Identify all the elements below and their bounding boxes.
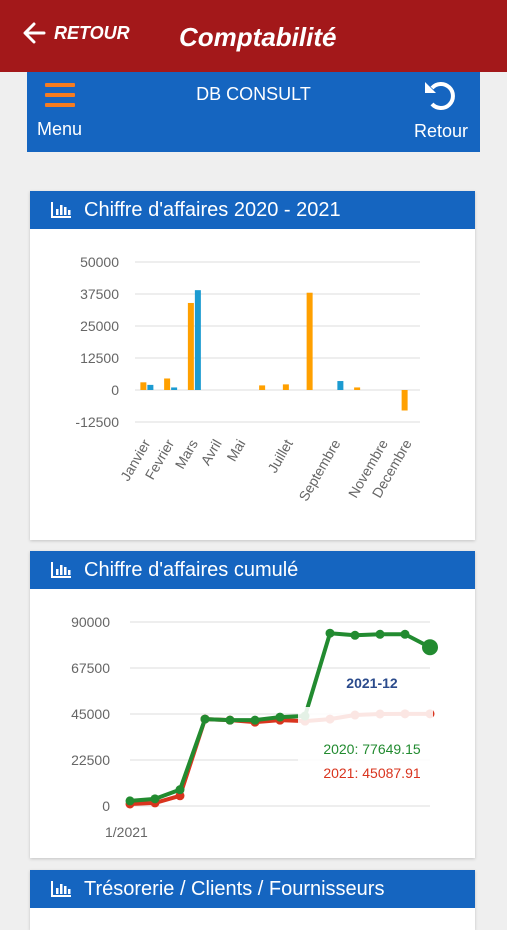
y-tick-label: 0 <box>111 382 119 398</box>
y-tick-label: 45000 <box>71 706 110 722</box>
data-point <box>225 715 235 725</box>
undo-icon <box>424 82 455 110</box>
data-point <box>275 712 285 722</box>
cumulative-line-chart: 90000 67500 45000 22500 0 1/2021 2021-12 2020: … <box>71 614 438 840</box>
hamburger-menu-icon <box>44 83 75 107</box>
tooltip-title: 2021-12 <box>346 675 398 691</box>
bar <box>401 390 408 411</box>
retour-button[interactable]: Retour <box>414 78 468 142</box>
bar-chart-icon <box>50 201 72 219</box>
company-name: DB CONSULT <box>196 84 311 104</box>
page-title: Comptabilité <box>179 22 337 52</box>
x-tick-label: 1/2021 <box>105 824 148 840</box>
company-toolbar: Menu DB CONSULT Retour <box>27 72 480 152</box>
bar <box>147 384 154 390</box>
card-header: Chiffre d'affaires cumulé <box>30 551 475 589</box>
bar <box>164 378 171 390</box>
menu-label: Menu <box>37 119 83 139</box>
card-header: Chiffre d'affaires 2020 - 2021 <box>30 191 475 229</box>
data-point <box>375 629 385 639</box>
y-tick-label: 90000 <box>71 614 110 630</box>
data-point <box>422 639 438 656</box>
y-tick-label: 37500 <box>80 286 119 302</box>
bar <box>171 387 178 390</box>
bar <box>354 387 361 390</box>
y-tick-label: 0 <box>102 798 110 814</box>
tooltip-background <box>298 707 433 785</box>
bar <box>259 385 266 390</box>
data-point <box>200 714 210 724</box>
data-point <box>350 630 360 640</box>
back-button[interactable]: RETOUR <box>22 22 130 44</box>
y-tick-label: 67500 <box>71 660 110 676</box>
bar <box>282 384 289 390</box>
bar-chart-icon <box>50 880 72 898</box>
x-tick-label: Avril <box>197 437 224 468</box>
card-title: Trésorerie / Clients / Fournisseurs <box>84 877 385 900</box>
menu-button[interactable]: Menu <box>37 80 82 140</box>
retour-label: Retour <box>413 121 468 141</box>
y-tick-label: -12500 <box>75 414 119 430</box>
y-tick-label: 25000 <box>80 318 119 334</box>
bar <box>140 382 147 390</box>
x-tick-label: Mars <box>172 437 201 472</box>
data-point <box>400 629 410 639</box>
tooltip-line: 2021: 45087.91 <box>323 765 421 781</box>
data-point <box>250 715 260 725</box>
bar <box>194 290 201 390</box>
x-tick-label: Juillet <box>264 436 296 475</box>
card-header: Trésorerie / Clients / Fournisseurs <box>30 870 475 908</box>
y-tick-label: 50000 <box>80 254 119 270</box>
bar <box>187 302 194 390</box>
chart-tooltip: 2021-12 2020: 77649.15 2021: 45087.91 <box>298 675 433 785</box>
y-tick-label: 12500 <box>80 350 119 366</box>
bar <box>337 381 344 390</box>
bar-chart-icon <box>50 561 72 579</box>
card-title: Chiffre d'affaires cumulé <box>84 558 299 581</box>
x-tick-label: Mai <box>223 437 248 465</box>
y-tick-label: 22500 <box>71 752 110 768</box>
revenue-bar-chart: 500003750025000125000-12500JanvierFevrie… <box>75 254 420 504</box>
data-point <box>150 794 160 804</box>
tooltip-line: 2020: 77649.15 <box>323 741 421 757</box>
data-point <box>175 785 185 795</box>
data-point <box>125 796 135 806</box>
back-label: RETOUR <box>54 22 130 43</box>
treasury-card: Trésorerie / Clients / Fournisseurs <box>30 870 475 930</box>
revenue-chart-card: Chiffre d'affaires 2020 - 2021 50000 3750… <box>30 191 475 540</box>
card-title: Chiffre d'affaires 2020 - 2021 <box>84 198 341 221</box>
x-tick-label: Septembre <box>295 436 343 503</box>
bar <box>306 292 313 390</box>
arrow-left-icon <box>23 22 46 44</box>
data-point <box>325 628 335 638</box>
app-header: RETOUR Comptabilité <box>0 0 507 72</box>
cumulative-chart-card: Chiffre d'affaires cumulé 90000 67500 4500… <box>30 551 475 858</box>
